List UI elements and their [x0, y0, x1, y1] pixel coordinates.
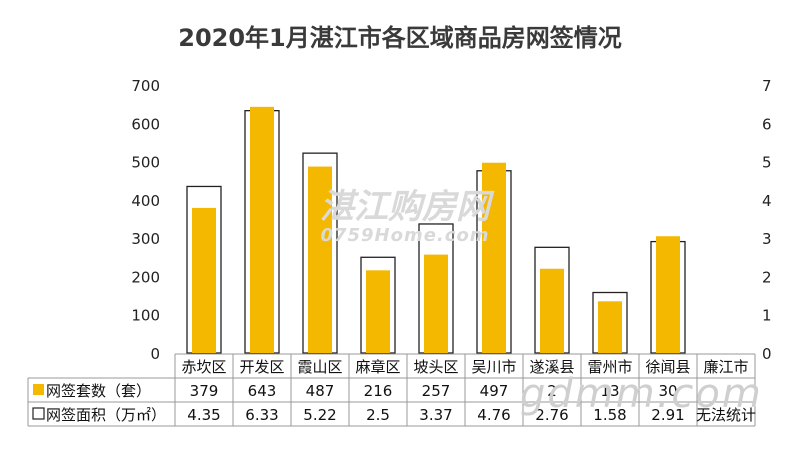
category-label: 坡头区 [413, 358, 458, 376]
category-label: 廉江市 [703, 358, 748, 376]
watermark-text: 湛江购房网 [320, 187, 490, 227]
category-label: 徐闻县 [645, 358, 690, 376]
data-label: 6.33 [245, 406, 278, 424]
legend-swatch-area [32, 407, 45, 420]
legend-label: 网签套数（套） [46, 382, 151, 400]
units-bar [656, 236, 680, 353]
y-left-tick-label: 200 [131, 268, 160, 286]
units-bar [250, 106, 274, 353]
data-label: 2.91 [651, 406, 684, 424]
y-left-tick-label: 700 [131, 77, 160, 95]
legend-swatch-units [33, 384, 44, 395]
y-right-tick-label: 5 [762, 154, 772, 172]
watermark-site: gdmm.com [520, 371, 763, 417]
units-bar [366, 270, 390, 353]
data-label: 1.58 [593, 406, 626, 424]
y-right-tick-label: 4 [762, 192, 772, 210]
data-label: 4.76 [477, 406, 510, 424]
y-left-tick-label: 400 [131, 192, 160, 210]
y-right-tick-label: 6 [762, 115, 772, 133]
data-label: 30 [658, 382, 677, 400]
y-right-tick-label: 1 [762, 307, 772, 325]
data-label: 5.22 [303, 406, 336, 424]
category-label: 遂溪县 [529, 358, 574, 376]
y-left-tick-label: 600 [131, 115, 160, 133]
y-right-tick-label: 2 [762, 268, 772, 286]
data-label: 2 [547, 382, 557, 400]
legend-label: 网签面积（万㎡） [46, 406, 166, 424]
data-label: 257 [422, 382, 451, 400]
chart-title: 2020年1月湛江市各区域商品房网签情况 [178, 24, 622, 52]
units-bar [598, 301, 622, 353]
category-label: 吴川市 [471, 358, 516, 376]
data-label: 643 [248, 382, 277, 400]
data-label: 4.35 [187, 406, 220, 424]
y-left-tick-label: 500 [131, 154, 160, 172]
data-label: 3.37 [419, 406, 452, 424]
units-bar [540, 268, 564, 353]
data-label: 379 [190, 382, 219, 400]
watermark: 湛江购房网 0759Home.com [295, 188, 515, 246]
y-left-tick-label: 300 [131, 230, 160, 248]
category-label: 麻章区 [355, 358, 400, 376]
data-label: 13 [600, 382, 619, 400]
data-label: 2.76 [535, 406, 568, 424]
y-left-tick-label: 100 [131, 307, 160, 325]
data-label: 2.5 [366, 406, 390, 424]
y-right-tick-label: 3 [762, 230, 772, 248]
units-bar [424, 254, 448, 353]
units-bar [482, 162, 506, 353]
category-label: 开发区 [239, 358, 284, 376]
y-right-tick-label: 7 [762, 77, 772, 95]
y-right-tick-label: 0 [762, 345, 772, 363]
data-label: 497 [480, 382, 509, 400]
units-bar [192, 207, 216, 353]
data-label: 487 [306, 382, 335, 400]
watermark-url: 0759Home.com [320, 225, 490, 246]
category-label: 霞山区 [297, 358, 342, 376]
category-label: 雷州市 [587, 358, 632, 376]
data-label: 216 [364, 382, 393, 400]
units-bar [308, 166, 332, 353]
y-left-tick-label: 0 [150, 345, 160, 363]
category-label: 赤坎区 [181, 358, 226, 376]
data-label: 无法统计 [696, 406, 756, 424]
